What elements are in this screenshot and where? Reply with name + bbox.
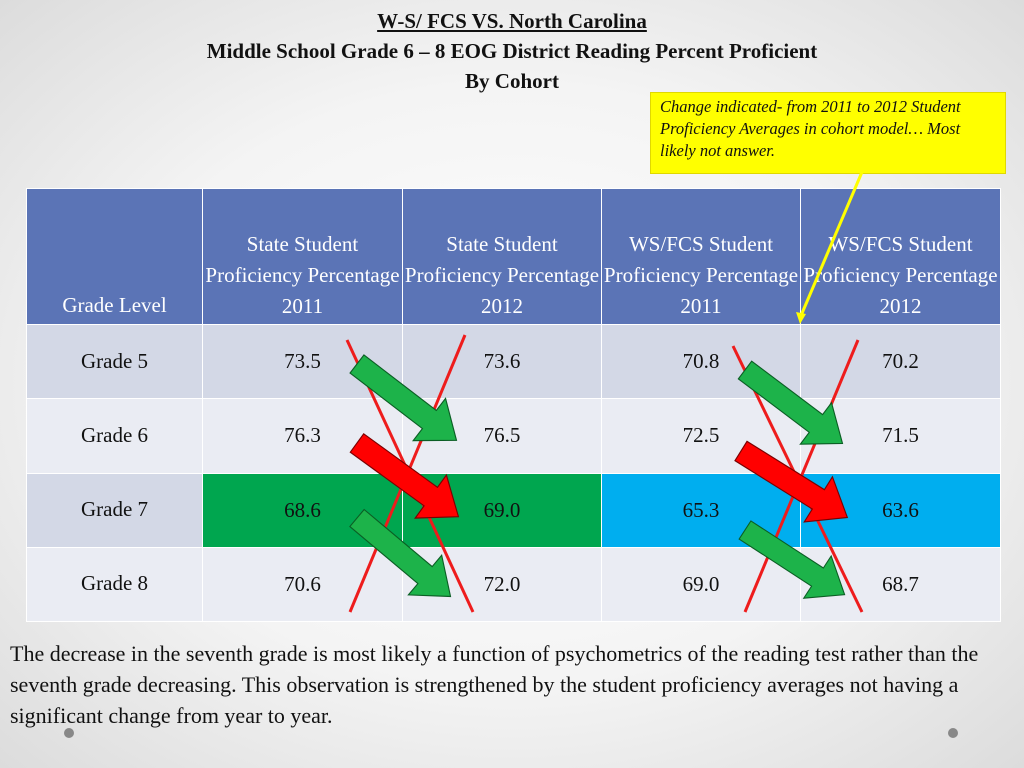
slide-subtitle: Middle School Grade 6 – 8 EOG District R… (206, 39, 818, 63)
decrease-arrow (349, 432, 460, 519)
slide-title: W-S/ FCS VS. North Carolina (377, 9, 647, 33)
header-wsfcs-2011: WS/FCS Student Proficiency Percentage 20… (601, 188, 801, 325)
header-row: Grade Level State Student Proficiency Pe… (26, 188, 1001, 325)
callout-pointer-arrowhead (796, 312, 806, 324)
proficiency-table: Grade Level State Student Proficiency Pe… (26, 188, 1001, 623)
grade-label: Grade 6 (26, 398, 203, 474)
increase-arrow (349, 508, 452, 598)
header-state-2012: State Student Proficiency Percentage 201… (402, 188, 602, 325)
increase-arrow (349, 354, 458, 442)
explanation-text: The decrease in the seventh grade is mos… (10, 641, 979, 728)
grade-label: Grade 7 (26, 472, 203, 548)
decorative-dot (64, 728, 74, 738)
table-row-grade-8: Grade 8 70.6 72.0 69.0 68.7 (26, 546, 1001, 623)
header-wsfcs-2012: WS/FCS Student Proficiency Percentage 20… (800, 188, 1001, 325)
increase-arrow (737, 360, 844, 445)
value-cell: 70.8 (601, 323, 801, 400)
value-cell: 73.6 (402, 323, 602, 400)
header-grade-level: Grade Level (26, 188, 203, 325)
table-row-grade-5: Grade 5 73.5 73.6 70.8 70.2 (26, 323, 1001, 400)
grade-label: Grade 5 (26, 323, 203, 400)
decorative-dot (948, 728, 958, 738)
value-cell: 70.2 (800, 323, 1001, 400)
grade-label: Grade 8 (26, 546, 203, 623)
callout-pointer-line (798, 171, 864, 319)
header-state-2011: State Student Proficiency Percentage 201… (202, 188, 403, 325)
callout-note: Change indicated- from 2011 to 2012 Stud… (650, 92, 1006, 174)
increase-arrow (738, 520, 846, 599)
value-cell: 70.6 (202, 546, 403, 623)
decrease-arrow (734, 440, 849, 523)
slide-subtitle-cohort: By Cohort (465, 69, 559, 93)
